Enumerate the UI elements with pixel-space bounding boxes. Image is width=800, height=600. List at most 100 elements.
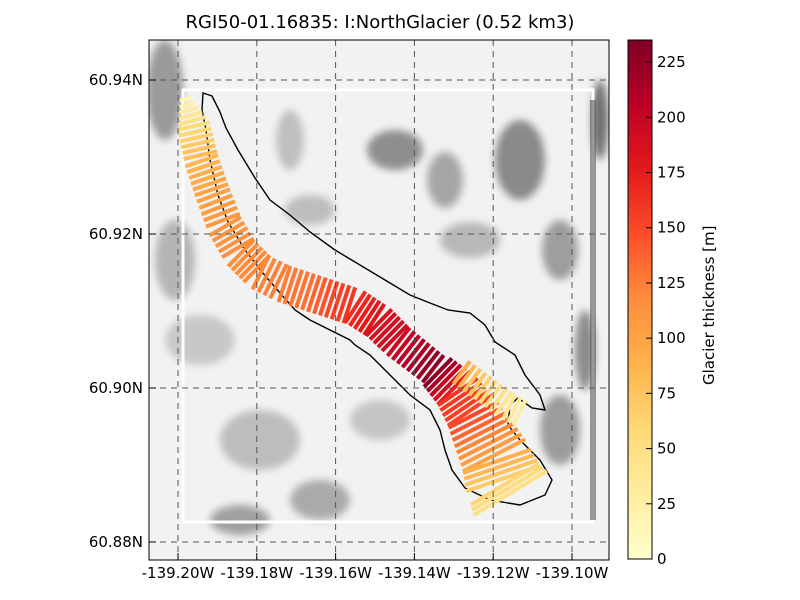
thickness-segment bbox=[348, 293, 372, 327]
thickness-segment bbox=[444, 389, 491, 423]
x-tick-label: -139.10W bbox=[536, 564, 609, 582]
terrain-shadow bbox=[540, 395, 580, 465]
thickness-segment bbox=[180, 137, 215, 150]
colorbar-tick-label: 100 bbox=[657, 329, 686, 347]
thickness-segment bbox=[183, 149, 218, 161]
thickness-segment bbox=[282, 267, 299, 305]
thickness-segment bbox=[250, 254, 271, 291]
y-tick-label: 60.94N bbox=[89, 71, 143, 89]
thickness-segment bbox=[312, 276, 328, 315]
thickness-segment bbox=[464, 458, 538, 487]
terrain-shadow bbox=[149, 40, 183, 140]
colorbar-tick-label: 175 bbox=[657, 164, 686, 182]
thickness-segment bbox=[390, 330, 417, 362]
thickness-segment bbox=[208, 215, 242, 238]
thickness-segment bbox=[226, 238, 256, 268]
axes-frame bbox=[148, 39, 610, 561]
thickness-segment bbox=[178, 114, 207, 127]
thickness-segment bbox=[400, 338, 426, 369]
thickness-segment bbox=[449, 405, 504, 436]
thickness-segment bbox=[230, 242, 260, 272]
colorbar-ticks: 0 25 50 75 100 125 150 175 200 225 bbox=[646, 53, 686, 568]
thickness-segment bbox=[343, 290, 368, 324]
thickness-segment bbox=[188, 164, 223, 180]
thickness-segment bbox=[446, 393, 494, 428]
thickness-segment bbox=[362, 302, 386, 337]
y-tick-label: 60.90N bbox=[89, 379, 143, 397]
colorbar bbox=[627, 39, 653, 560]
thickness-segment bbox=[467, 371, 488, 397]
thickness-segment bbox=[238, 250, 268, 280]
thickness-segment bbox=[364, 308, 394, 338]
thickness-segment bbox=[425, 360, 458, 393]
thickness-segment bbox=[294, 271, 310, 309]
thickness-segment bbox=[306, 274, 322, 313]
thickness-segment bbox=[186, 159, 221, 175]
dem-edge-strip bbox=[590, 100, 596, 520]
thickness-segment bbox=[462, 367, 483, 393]
terrain-shadow bbox=[165, 315, 235, 365]
x-axis: -139.20W -139.18W -139.16W -139.14W -139.12W… bbox=[142, 553, 609, 582]
terrain-shadow bbox=[427, 152, 463, 208]
thickness-segment bbox=[457, 364, 477, 389]
map-title: RGI50-01.16835: I:NorthGlacier (0.52 km3… bbox=[185, 12, 575, 33]
colorbar-tick-label: 150 bbox=[657, 219, 686, 237]
colorbar-tick-label: 225 bbox=[657, 53, 686, 71]
y-axis: 60.94N 60.92N 60.90N 60.88N bbox=[89, 71, 156, 551]
thickness-segment bbox=[198, 193, 234, 210]
y-tick-label: 60.92N bbox=[89, 225, 143, 243]
thickness-segment bbox=[205, 211, 241, 229]
thickness-segment bbox=[234, 246, 264, 276]
x-tick-label: -139.16W bbox=[299, 564, 372, 582]
terrain-shadow bbox=[155, 220, 195, 300]
thickness-segment bbox=[317, 278, 334, 317]
thickness-segment bbox=[463, 453, 535, 481]
thickness-segment bbox=[179, 95, 193, 103]
thickness-segment bbox=[376, 319, 405, 349]
x-tick-label: -139.12W bbox=[457, 564, 530, 582]
thickness-segment bbox=[472, 469, 548, 517]
thickness-segment bbox=[182, 143, 217, 156]
thickness-segment bbox=[451, 360, 472, 386]
terrain-shadow bbox=[290, 480, 350, 520]
terrain-shadow bbox=[350, 400, 410, 440]
thickness-segment bbox=[262, 260, 283, 297]
thickness-lines bbox=[177, 95, 548, 517]
terrain-shadow bbox=[495, 120, 545, 200]
thickness-segment bbox=[410, 346, 436, 377]
thickness-segment bbox=[184, 153, 219, 169]
thickness-segment bbox=[429, 363, 463, 398]
thickness-segment bbox=[268, 263, 289, 300]
thickness-segment bbox=[256, 257, 277, 294]
thickness-segment bbox=[372, 315, 402, 345]
thickness-segment bbox=[447, 400, 500, 430]
colorbar-tick-label: 125 bbox=[657, 274, 686, 292]
thickness-segment bbox=[211, 220, 246, 243]
thickness-segment bbox=[178, 110, 203, 121]
thickness-segment bbox=[395, 334, 421, 365]
thickness-segment bbox=[460, 432, 523, 467]
thickness-segment bbox=[453, 416, 511, 449]
y-tick-label: 60.88N bbox=[89, 533, 143, 551]
colorbar-label: Glacier thickness [m] bbox=[700, 225, 718, 386]
thickness-segment bbox=[192, 176, 227, 192]
thickness-segment bbox=[179, 100, 196, 109]
terrain-shadow bbox=[440, 222, 500, 258]
plot-area bbox=[149, 40, 609, 560]
terrain-shadow bbox=[285, 195, 335, 225]
thickness-segment bbox=[462, 437, 527, 474]
terrain-shadow bbox=[367, 130, 423, 170]
grid-lines bbox=[149, 40, 609, 560]
colorbar-tick-label: 75 bbox=[657, 384, 676, 402]
thickness-segment bbox=[178, 105, 200, 115]
thickness-segment bbox=[179, 132, 214, 144]
thickness-segment bbox=[335, 284, 352, 322]
terrain-shadow bbox=[276, 110, 304, 170]
thickness-segment bbox=[341, 286, 358, 324]
thickness-segment bbox=[506, 396, 523, 424]
colorbar-tick-label: 50 bbox=[657, 440, 676, 458]
thickness-segment bbox=[368, 311, 398, 341]
thickness-segment bbox=[178, 126, 212, 138]
thickness-segment bbox=[300, 273, 316, 311]
